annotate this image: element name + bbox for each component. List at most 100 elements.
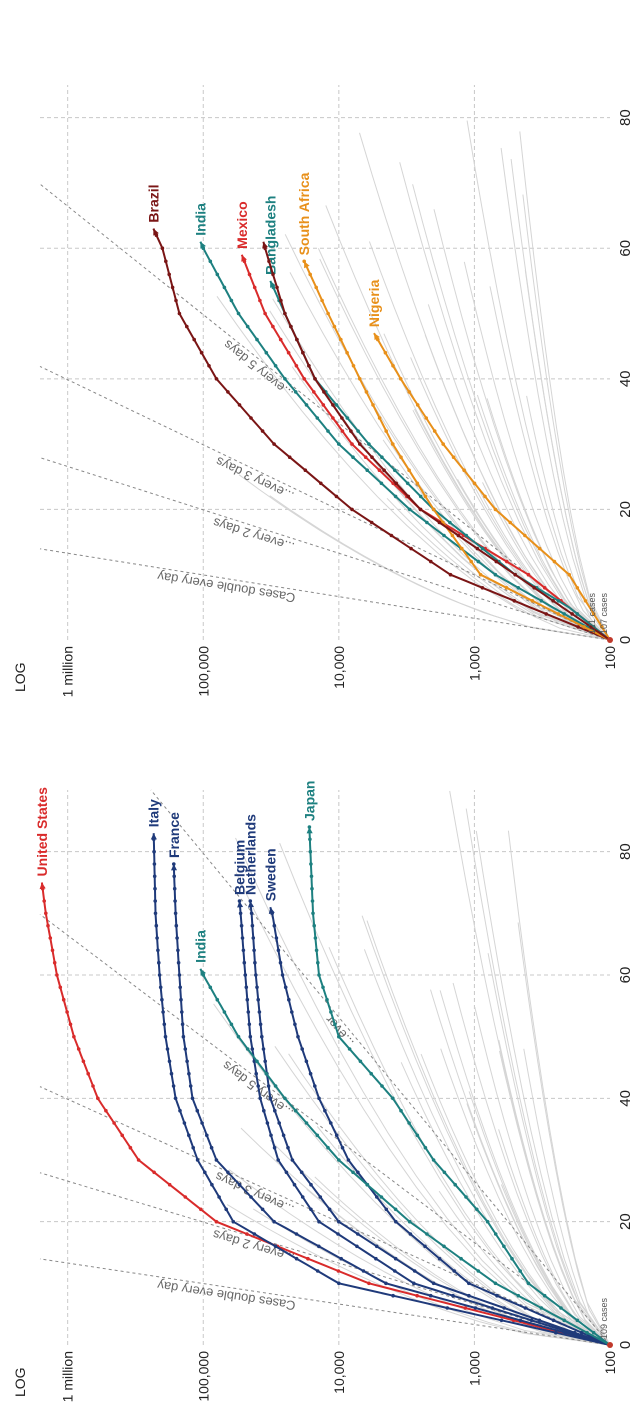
data-point — [469, 559, 474, 564]
data-point — [473, 1306, 478, 1310]
data-point — [307, 363, 311, 368]
series-arrow — [200, 968, 206, 976]
data-point — [170, 285, 175, 290]
data-point — [309, 862, 313, 866]
data-point — [562, 612, 567, 616]
data-point — [91, 1084, 95, 1088]
data-point — [415, 1293, 419, 1298]
data-point — [162, 1022, 167, 1027]
data-point — [264, 1071, 269, 1076]
data-point — [178, 985, 182, 990]
data-point — [580, 1330, 584, 1335]
data-point — [377, 468, 382, 472]
data-point — [425, 520, 429, 525]
data-point — [333, 1022, 337, 1027]
data-point — [340, 416, 344, 420]
series-india: India — [192, 930, 612, 1347]
data-point — [448, 520, 452, 525]
data-point — [559, 1306, 563, 1310]
doubling-label: ...every 2 days — [211, 515, 297, 555]
data-point — [572, 1330, 577, 1335]
data-point — [309, 1182, 313, 1187]
data-point — [589, 625, 593, 629]
scale-label: LOG — [12, 662, 28, 692]
data-point — [407, 1121, 411, 1125]
data-point — [490, 1306, 495, 1310]
data-point — [229, 1022, 234, 1027]
data-point — [55, 973, 59, 977]
background-trace — [465, 808, 611, 1346]
data-point — [467, 1281, 471, 1286]
data-point — [185, 1059, 189, 1064]
data-point — [502, 1306, 507, 1310]
background-trace — [498, 1129, 611, 1346]
series-line — [199, 241, 611, 641]
data-point — [171, 1084, 176, 1088]
data-point — [222, 285, 227, 290]
data-point — [391, 481, 395, 486]
data-point — [423, 494, 428, 499]
data-point — [336, 1269, 341, 1273]
data-point — [185, 324, 189, 329]
x-tick-label: 60 — [617, 240, 633, 257]
data-point — [215, 997, 220, 1002]
data-point — [575, 1318, 580, 1323]
data-point — [283, 1096, 287, 1101]
data-point — [600, 625, 604, 629]
data-point — [393, 1256, 398, 1261]
data-point — [286, 1145, 290, 1150]
data-point — [214, 1219, 219, 1224]
data-point — [345, 350, 349, 355]
series-arrow — [247, 901, 254, 908]
data-point — [175, 936, 179, 940]
data-point — [544, 612, 549, 616]
data-point — [493, 1232, 498, 1236]
data-point — [530, 599, 535, 603]
background-trace — [272, 298, 611, 641]
data-point — [279, 298, 283, 303]
data-point — [554, 1330, 558, 1335]
data-point — [380, 1084, 384, 1088]
series-arrow — [39, 882, 46, 890]
data-point — [327, 1207, 332, 1212]
data-point — [252, 948, 256, 953]
data-point — [304, 1059, 309, 1064]
series-line — [303, 260, 611, 641]
data-point — [272, 1219, 276, 1224]
data-point — [263, 311, 267, 316]
background-trace — [519, 131, 611, 641]
data-point — [304, 1121, 309, 1125]
data-point — [258, 298, 262, 303]
background-trace — [523, 1048, 611, 1346]
data-point — [365, 1182, 370, 1187]
background-trace — [510, 159, 611, 641]
data-point — [250, 1047, 255, 1051]
data-point — [309, 874, 314, 879]
data-point — [391, 363, 395, 368]
data-point — [222, 1010, 227, 1014]
data-point — [272, 1145, 277, 1150]
data-point — [382, 468, 386, 472]
series-label: Sweden — [262, 848, 278, 901]
data-point — [217, 1195, 221, 1199]
background-trace — [452, 982, 611, 1346]
data-point — [278, 960, 283, 965]
data-point — [314, 285, 319, 290]
series-label: Netherlands — [242, 814, 258, 895]
data-point — [329, 1010, 333, 1014]
data-point — [280, 973, 285, 977]
data-point — [152, 1170, 156, 1175]
x-tick-label: 40 — [617, 1090, 633, 1107]
background-trace — [369, 398, 611, 641]
data-point — [576, 625, 580, 629]
data-point — [516, 586, 521, 590]
background-trace — [476, 394, 611, 641]
background-trace — [487, 953, 611, 1346]
data-point — [273, 1244, 278, 1249]
background-traces — [216, 120, 611, 641]
data-point — [317, 1244, 321, 1249]
data-point — [459, 1256, 463, 1261]
doubling-label: ...every 5 days — [219, 1058, 296, 1121]
data-point — [428, 1293, 433, 1298]
data-point — [161, 1010, 165, 1014]
